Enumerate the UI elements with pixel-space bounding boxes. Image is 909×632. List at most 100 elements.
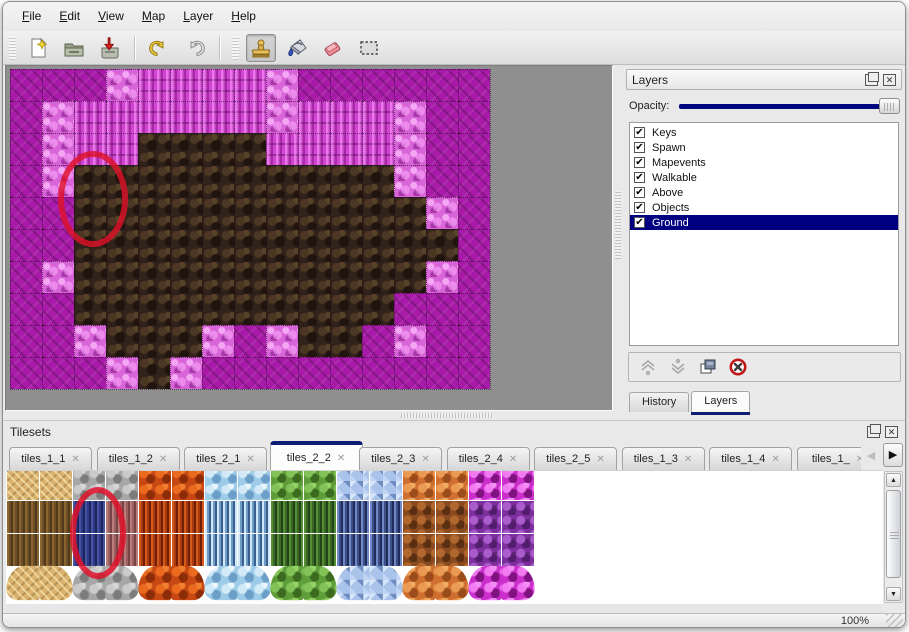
layer-checkbox[interactable]: ✔ — [634, 172, 645, 183]
tileset-tile-3-2[interactable] — [106, 534, 138, 566]
map-tile-3-7[interactable] — [106, 293, 138, 325]
map-tile-3-6[interactable] — [106, 261, 138, 293]
tileset-tile-9-2[interactable] — [304, 534, 336, 566]
map-tile-10-1[interactable] — [330, 101, 362, 133]
scroll-up-button[interactable]: ▲ — [886, 473, 901, 487]
map-tile-10-3[interactable] — [330, 165, 362, 197]
layer-row-mapevents[interactable]: ✔ Mapevents — [630, 155, 898, 170]
map-tile-4-4[interactable] — [138, 197, 170, 229]
map-tile-8-2[interactable] — [266, 133, 298, 165]
window-resize-grip[interactable] — [886, 614, 903, 627]
menu-edit[interactable]: Edit — [59, 9, 81, 23]
tileset-tile-8-0[interactable] — [271, 471, 303, 500]
tileset-tile-11-1[interactable] — [370, 501, 402, 533]
tab-history[interactable]: History — [629, 392, 690, 412]
map-tile-12-9[interactable] — [394, 357, 426, 389]
map-tile-0-1[interactable] — [10, 101, 42, 133]
map-tile-4-0[interactable] — [138, 69, 170, 101]
map-tile-6-1[interactable] — [202, 101, 234, 133]
map-tile-10-8[interactable] — [330, 325, 362, 357]
map-tile-9-2[interactable] — [298, 133, 330, 165]
map-tile-9-5[interactable] — [298, 229, 330, 261]
tab-close-icon[interactable]: ✕ — [856, 454, 861, 465]
map-tile-2-7[interactable] — [74, 293, 106, 325]
tileset-tile-11-0[interactable] — [370, 471, 402, 500]
map-canvas[interactable] — [10, 69, 491, 390]
tab-close-icon[interactable]: ✕ — [158, 453, 168, 465]
map-tile-12-4[interactable] — [394, 197, 426, 229]
map-tile-8-0[interactable] — [266, 69, 298, 101]
tileset-tile-3-0[interactable] — [106, 471, 138, 500]
map-tile-1-7[interactable] — [42, 293, 74, 325]
map-tile-5-4[interactable] — [170, 197, 202, 229]
map-tile-6-2[interactable] — [202, 133, 234, 165]
map-tile-0-4[interactable] — [10, 197, 42, 229]
tileset-tab-tiles_2_1[interactable]: tiles_2_1 ✕ — [184, 447, 267, 471]
save-file-button[interactable] — [95, 34, 125, 62]
map-tile-9-7[interactable] — [298, 293, 330, 325]
tileset-tile-9-1[interactable] — [304, 501, 336, 533]
tileset-tile-4-1[interactable] — [139, 501, 171, 533]
tileset-tile-7-0[interactable] — [238, 471, 270, 500]
layer-checkbox[interactable]: ✔ — [634, 157, 645, 168]
tileset-tile-6-1[interactable] — [205, 501, 237, 533]
map-tile-5-3[interactable] — [170, 165, 202, 197]
tileset-tile-10-2[interactable] — [337, 534, 369, 566]
tileset-tile-4-3[interactable] — [138, 565, 172, 601]
stamp-tool-button[interactable] — [246, 33, 276, 62]
tileset-tile-2-2[interactable] — [73, 534, 105, 566]
tileset-tile-8-1[interactable] — [271, 501, 303, 533]
tileset-tile-13-1[interactable] — [436, 501, 468, 533]
map-tile-4-3[interactable] — [138, 165, 170, 197]
map-tile-14-7[interactable] — [458, 293, 490, 325]
tileset-tab-tiles_2_5[interactable]: tiles_2_5 ✕ — [534, 447, 617, 471]
vertical-splitter-grip[interactable] — [615, 191, 621, 259]
lower-layer-button[interactable] — [665, 355, 691, 379]
tileset-tile-1-2[interactable] — [40, 534, 72, 566]
tileset-tile-6-0[interactable] — [205, 471, 237, 500]
map-tile-13-0[interactable] — [426, 69, 458, 101]
map-tile-11-4[interactable] — [362, 197, 394, 229]
map-tile-7-7[interactable] — [234, 293, 266, 325]
tileset-tile-6-3[interactable] — [204, 565, 238, 601]
tileset-tile-0-2[interactable] — [7, 534, 39, 566]
tileset-tile-7-1[interactable] — [238, 501, 270, 533]
map-tile-8-5[interactable] — [266, 229, 298, 261]
open-file-button[interactable] — [59, 34, 89, 62]
map-tile-12-7[interactable] — [394, 293, 426, 325]
map-tile-6-0[interactable] — [202, 69, 234, 101]
map-tile-7-1[interactable] — [234, 101, 266, 133]
map-tile-4-2[interactable] — [138, 133, 170, 165]
tileset-tile-1-3[interactable] — [39, 565, 73, 601]
horizontal-splitter[interactable] — [3, 411, 905, 420]
map-tile-8-6[interactable] — [266, 261, 298, 293]
tileset-tile-5-2[interactable] — [172, 534, 204, 566]
map-tile-2-5[interactable] — [74, 229, 106, 261]
map-tile-14-1[interactable] — [458, 101, 490, 133]
layer-checkbox[interactable]: ✔ — [634, 202, 645, 213]
map-tile-2-2[interactable] — [74, 133, 106, 165]
tileset-tile-8-3[interactable] — [270, 565, 304, 601]
map-tile-9-8[interactable] — [298, 325, 330, 357]
map-tile-13-6[interactable] — [426, 261, 458, 293]
tab-close-icon[interactable]: ✕ — [683, 453, 693, 465]
map-tile-7-4[interactable] — [234, 197, 266, 229]
map-tile-6-3[interactable] — [202, 165, 234, 197]
map-tile-10-4[interactable] — [330, 197, 362, 229]
tileset-tile-14-2[interactable] — [469, 534, 501, 566]
layer-row-objects[interactable]: ✔ Objects — [630, 200, 898, 215]
map-tile-2-4[interactable] — [74, 197, 106, 229]
tileset-tile-2-0[interactable] — [73, 471, 105, 500]
map-tile-7-5[interactable] — [234, 229, 266, 261]
map-tile-1-0[interactable] — [42, 69, 74, 101]
tab-close-icon[interactable]: ✕ — [71, 453, 80, 465]
undo-button[interactable] — [144, 34, 174, 62]
map-tile-5-8[interactable] — [170, 325, 202, 357]
map-tile-14-5[interactable] — [458, 229, 490, 261]
delete-layer-button[interactable] — [725, 355, 751, 379]
map-tile-9-3[interactable] — [298, 165, 330, 197]
map-tile-4-9[interactable] — [138, 357, 170, 389]
map-tile-13-7[interactable] — [426, 293, 458, 325]
tileset-tile-14-3[interactable] — [468, 565, 502, 601]
map-tile-12-2[interactable] — [394, 133, 426, 165]
